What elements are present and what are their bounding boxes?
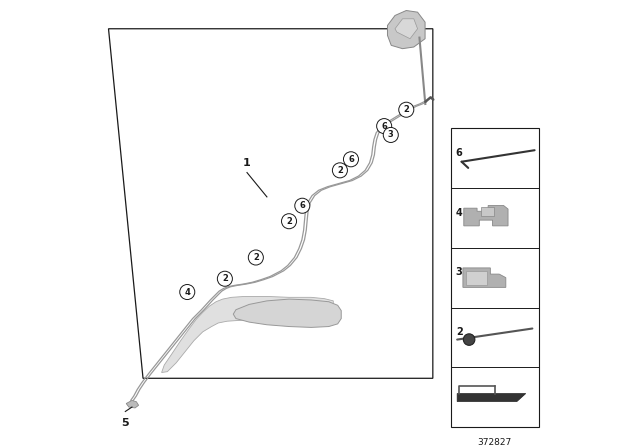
Polygon shape	[464, 206, 508, 226]
Circle shape	[282, 214, 296, 229]
Text: 2: 2	[403, 105, 409, 114]
Polygon shape	[233, 299, 341, 327]
Circle shape	[248, 250, 264, 265]
Text: 1: 1	[243, 158, 251, 168]
Text: 6: 6	[300, 201, 305, 210]
Circle shape	[180, 284, 195, 300]
Polygon shape	[395, 19, 417, 39]
Text: 2: 2	[456, 327, 463, 337]
Bar	[451, 128, 539, 427]
Text: 6: 6	[381, 121, 387, 131]
Text: 4: 4	[456, 207, 463, 218]
Circle shape	[344, 152, 358, 167]
Text: 2: 2	[253, 253, 259, 262]
Polygon shape	[162, 297, 333, 373]
Circle shape	[332, 163, 348, 178]
Text: 6: 6	[456, 148, 463, 158]
Circle shape	[399, 102, 414, 117]
Text: 4: 4	[184, 288, 190, 297]
Text: 2: 2	[337, 166, 343, 175]
Text: 3: 3	[456, 267, 463, 277]
Bar	[466, 271, 487, 285]
Circle shape	[383, 127, 398, 142]
Circle shape	[463, 334, 475, 345]
Circle shape	[376, 119, 392, 134]
Polygon shape	[457, 393, 525, 401]
Circle shape	[295, 198, 310, 213]
Text: 6: 6	[348, 155, 354, 164]
Text: 3: 3	[388, 130, 394, 139]
Circle shape	[218, 271, 232, 286]
Polygon shape	[126, 401, 139, 408]
Bar	[481, 207, 494, 215]
Text: 2: 2	[222, 274, 228, 283]
Polygon shape	[387, 10, 425, 49]
Polygon shape	[463, 268, 506, 287]
Text: 2: 2	[286, 217, 292, 226]
Text: 5: 5	[122, 418, 129, 428]
Text: 372827: 372827	[477, 438, 512, 447]
